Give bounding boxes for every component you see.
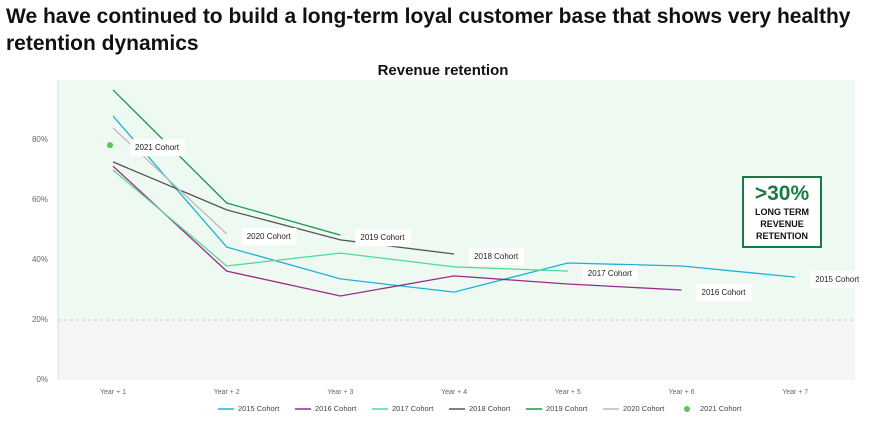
series-label: 2020 Cohort [247,232,292,241]
legend-label: 2017 Cohort [392,404,434,413]
x-tick-label: Year + 1 [100,389,126,396]
x-tick-label: Year + 6 [668,389,694,396]
series-label-box [696,284,752,302]
series-label-box [469,248,524,266]
plot-background [58,80,855,320]
heading: We have continued to build a long-term l… [6,5,851,55]
plot-background-low [58,320,855,380]
series-line [112,165,682,297]
chart-title: Revenue retention [378,62,509,79]
series-label: 2015 Cohort [815,275,860,284]
series-label-box [355,229,411,247]
legend-swatch [684,406,690,412]
series-label: 2016 Cohort [702,288,747,297]
x-tick-label: Year + 4 [441,389,467,396]
series-line [112,169,568,272]
legend-label: 2016 Cohort [315,404,357,413]
y-tick-label: 20% [32,315,48,324]
series-label: 2017 Cohort [588,269,633,278]
legend-label: 2020 Cohort [623,404,665,413]
series-label: 2021 Cohort [135,143,180,152]
y-tick-label: 60% [32,195,48,204]
x-tick-label: Year + 2 [214,389,240,396]
legend-label: 2015 Cohort [238,404,280,413]
legend-label: 2021 Cohort [700,404,742,413]
series-label: 2019 Cohort [360,233,405,242]
x-tick-label: Year + 3 [327,389,353,396]
legend-label: 2019 Cohort [546,404,588,413]
series-line [112,115,796,293]
point [107,142,113,149]
series-label-box [130,139,185,157]
y-tick-label: 80% [32,135,48,144]
series-label: 2018 Cohort [474,252,519,261]
callout-value: >30% [754,182,810,205]
series-label-box [582,265,638,283]
series-label-box [810,271,866,289]
callout-text: LONG TERM REVENUE RETENTION [755,207,809,241]
y-tick-label: 40% [32,255,48,264]
series-line [112,161,455,255]
series-line [112,89,341,236]
y-tick-label: 0% [36,375,48,384]
legend-label: 2018 Cohort [469,404,511,413]
x-tick-label: Year + 7 [782,389,808,396]
series-label-box [241,228,297,246]
callout: >30% LONG TERM REVENUE RETENTION [742,176,822,248]
x-tick-label: Year + 5 [555,389,581,396]
